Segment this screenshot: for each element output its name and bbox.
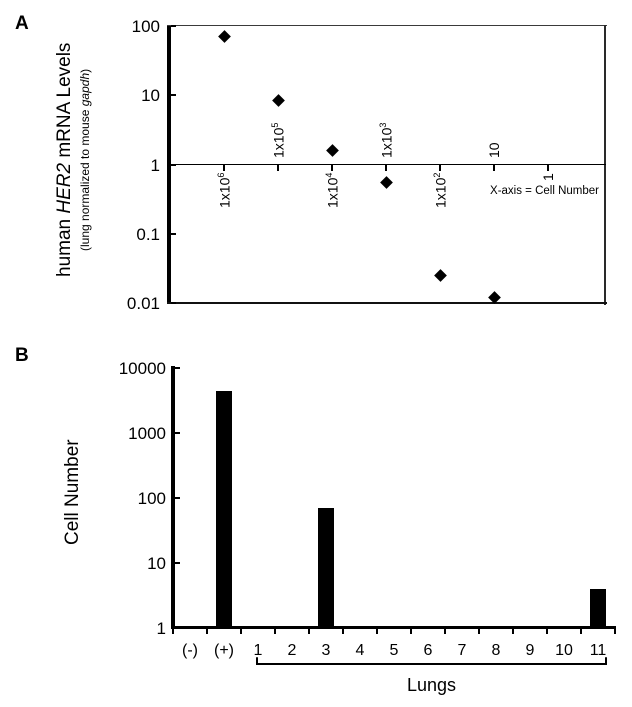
b-y-tick	[175, 432, 180, 434]
b-x-tick	[478, 629, 480, 634]
a-x-tick	[277, 165, 279, 172]
x-axis-annotation: X-axis = Cell Number	[490, 185, 599, 197]
a-x-tick	[385, 165, 387, 172]
a-data-point-diamond	[433, 269, 447, 282]
a-plot-bottom-border	[167, 302, 607, 304]
b-x-tick	[274, 629, 276, 634]
a-y-tick-label: 1	[150, 155, 160, 175]
b-category-label: 7	[457, 642, 467, 659]
b-y-tick	[175, 562, 180, 564]
a-x-tick	[493, 165, 495, 172]
b-bar	[318, 508, 334, 628]
b-x-tick	[376, 629, 378, 634]
b-bracket-left-cap	[256, 657, 258, 665]
b-y-tick	[175, 367, 180, 369]
b-bar	[216, 390, 232, 628]
panel-a-label: A	[15, 13, 29, 34]
b-x-tick	[342, 629, 344, 634]
b-x-tick	[410, 629, 412, 634]
b-x-tick	[614, 629, 616, 634]
panel-b-label: B	[15, 345, 29, 366]
a-x-tick	[223, 165, 225, 172]
a-y-tick	[171, 232, 176, 235]
b-y-tick-label: 10000	[118, 359, 166, 378]
b-x-tick	[444, 629, 446, 634]
b-x-tick	[206, 629, 208, 634]
b-bracket-right-cap	[605, 657, 607, 665]
a-data-point-diamond	[271, 93, 285, 107]
b-x-tick	[240, 629, 242, 634]
b-category-label: 4	[355, 642, 365, 659]
b-category-label: (+)	[214, 642, 234, 659]
a-y-axis-subtitle: (lung normalized to mouse gapdh)	[78, 68, 92, 251]
b-category-label: 5	[389, 642, 399, 659]
a-y-tick	[171, 302, 176, 304]
b-y-axis-title: Cell Number	[61, 439, 83, 545]
b-category-label: 1	[253, 642, 263, 659]
b-x-tick	[172, 629, 174, 634]
b-x-tick	[546, 629, 548, 634]
b-y-tick-label: 10	[147, 554, 166, 573]
b-x-axis	[171, 625, 616, 629]
b-y-axis	[171, 366, 175, 628]
a-y-tick-label: 100	[131, 17, 160, 36]
a-x-tick	[439, 165, 441, 172]
a-y-axis	[167, 26, 171, 303]
a-x-tick	[547, 165, 549, 172]
b-y-tick-label: 100	[137, 489, 166, 508]
a-y-tick	[171, 94, 176, 97]
a-y-tick	[171, 25, 176, 27]
a-x-tick-label: 1x102	[431, 172, 449, 208]
a-x-tick-label: 1x103	[377, 122, 395, 158]
b-x-tick	[512, 629, 514, 634]
a-x-tick-label: 1x106	[215, 172, 233, 208]
a-y-tick	[171, 163, 176, 166]
b-category-label: 2	[287, 642, 297, 659]
b-y-tick-label: 1000	[128, 424, 166, 443]
a-plot-top-border	[167, 25, 607, 26]
a-y-tick-label: 10	[141, 86, 160, 106]
b-category-label: (-)	[182, 642, 198, 659]
b-category-label: 9	[525, 642, 535, 659]
b-x-tick	[308, 629, 310, 634]
b-category-label: 3	[321, 642, 331, 659]
a-data-point-diamond	[217, 30, 231, 44]
a-x-tick-label: 1x105	[269, 122, 287, 158]
a-y-tick-label: 0.01	[126, 294, 160, 313]
b-bracket-line	[256, 663, 607, 665]
b-bracket-label: Lungs	[406, 675, 457, 695]
a-x-tick-label: 1	[540, 173, 556, 181]
b-category-label: 8	[491, 642, 501, 659]
a-y-tick-label: 0.1	[136, 224, 160, 244]
b-category-label: 11	[589, 642, 607, 659]
a-y-axis-title: human HER2 mRNA Levels	[53, 42, 75, 277]
a-x-tick-label: 1x104	[323, 172, 341, 208]
a-x-tick	[331, 165, 333, 172]
b-category-label: 10	[555, 642, 573, 659]
a-data-point-diamond	[325, 143, 339, 157]
a-data-point-diamond	[379, 176, 393, 189]
b-y-tick-label: 1	[156, 619, 166, 638]
b-y-tick	[175, 497, 180, 499]
b-bar	[590, 588, 606, 628]
b-category-label: 6	[423, 642, 433, 659]
a-x-tick-label: 10	[486, 142, 502, 158]
b-x-tick	[580, 629, 582, 634]
a-reference-line	[171, 163, 606, 166]
